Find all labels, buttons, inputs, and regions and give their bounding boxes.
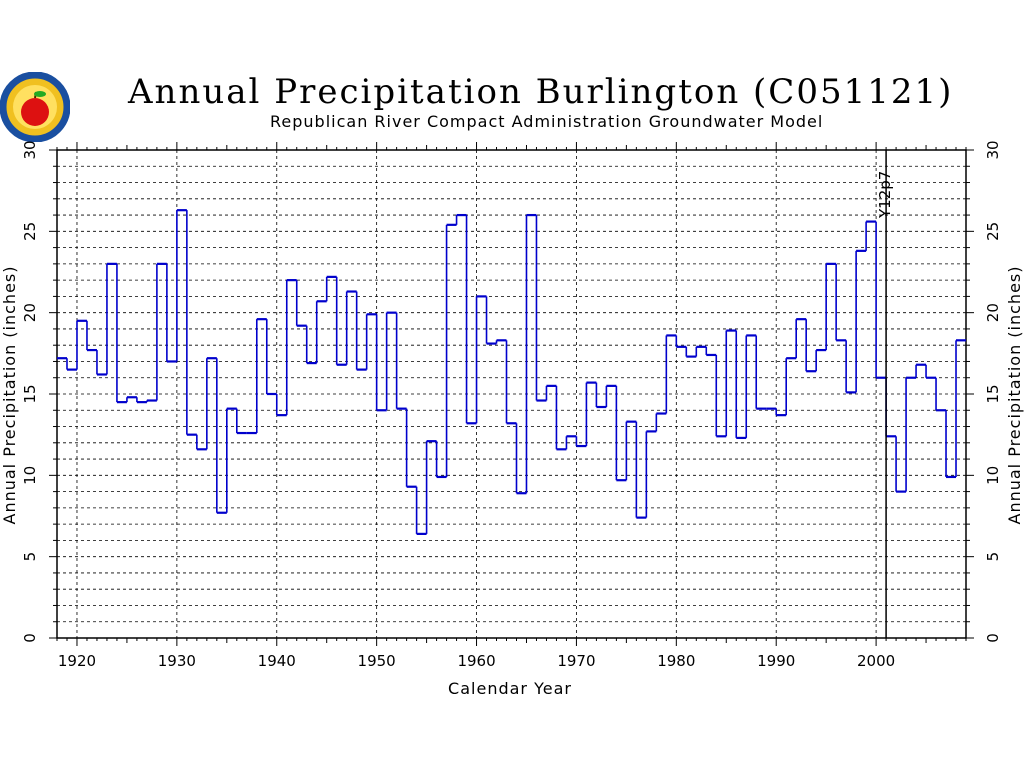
y-tick-label: 5 bbox=[984, 552, 1002, 562]
grid bbox=[57, 150, 966, 638]
y-tick-label: 0 bbox=[984, 633, 1002, 643]
y-axis-ticks-left: 0 5 10 15 20 25 30 bbox=[21, 140, 39, 642]
y-tick-label: 25 bbox=[21, 222, 39, 241]
plot-border bbox=[56, 149, 967, 639]
y-tick-label: 10 bbox=[984, 466, 1002, 485]
y-tick-label: 0 bbox=[21, 633, 39, 643]
y-tick-label: 20 bbox=[21, 303, 39, 322]
x-tick-label: 1920 bbox=[58, 652, 96, 670]
y-tick-label: 5 bbox=[21, 552, 39, 562]
x-tick-label: 1950 bbox=[358, 652, 396, 670]
y-tick-label: 30 bbox=[21, 140, 39, 159]
x-tick-label: 1940 bbox=[258, 652, 296, 670]
annotation-label: Y12p7 bbox=[876, 171, 894, 219]
x-tick-label: 2000 bbox=[857, 652, 895, 670]
plot-frame bbox=[49, 142, 974, 646]
y-tick-label: 10 bbox=[21, 466, 39, 485]
y-axis-ticks-right: 0 5 10 15 20 25 30 bbox=[984, 140, 1002, 642]
x-tick-label: 1930 bbox=[158, 652, 196, 670]
x-tick-label: 1970 bbox=[557, 652, 595, 670]
y-tick-label: 15 bbox=[21, 384, 39, 403]
y-tick-label: 30 bbox=[984, 140, 1002, 159]
x-axis-label: Calendar Year bbox=[448, 679, 572, 698]
y-tick-label: 20 bbox=[984, 303, 1002, 322]
x-axis-ticks: 1920 1930 1940 1950 1960 1970 1980 1990 … bbox=[58, 652, 895, 670]
y-tick-label: 25 bbox=[984, 222, 1002, 241]
chart-title: Annual Precipitation Burlington (C051121… bbox=[128, 72, 954, 112]
chart-subtitle: Republican River Compact Administration … bbox=[270, 112, 824, 131]
x-tick-label: 1960 bbox=[457, 652, 495, 670]
apple-seal-logo bbox=[0, 71, 71, 146]
series bbox=[57, 209, 966, 535]
y-tick-label: 15 bbox=[984, 384, 1002, 403]
y-axis-label-left: Annual Precipitation (inches) bbox=[0, 266, 19, 525]
x-tick-label: 1990 bbox=[757, 652, 795, 670]
x-tick-label: 1980 bbox=[657, 652, 695, 670]
y-axis-label-right: Annual Precipitation (inches) bbox=[1005, 266, 1024, 525]
